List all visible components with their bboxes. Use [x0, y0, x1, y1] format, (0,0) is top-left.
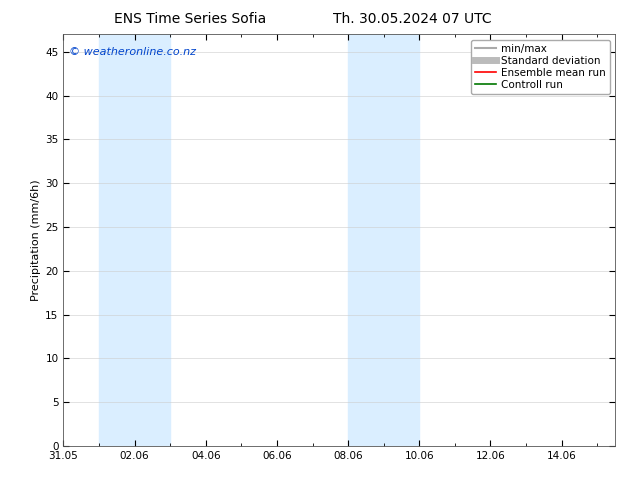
Text: Th. 30.05.2024 07 UTC: Th. 30.05.2024 07 UTC: [333, 12, 491, 26]
Bar: [99, 34, 170, 446]
Text: ENS Time Series Sofia: ENS Time Series Sofia: [114, 12, 266, 26]
Bar: [348, 34, 419, 446]
Text: © weatheronline.co.nz: © weatheronline.co.nz: [69, 47, 196, 57]
Legend: min/max, Standard deviation, Ensemble mean run, Controll run: min/max, Standard deviation, Ensemble me…: [470, 40, 610, 94]
Y-axis label: Precipitation (mm/6h): Precipitation (mm/6h): [31, 179, 41, 301]
